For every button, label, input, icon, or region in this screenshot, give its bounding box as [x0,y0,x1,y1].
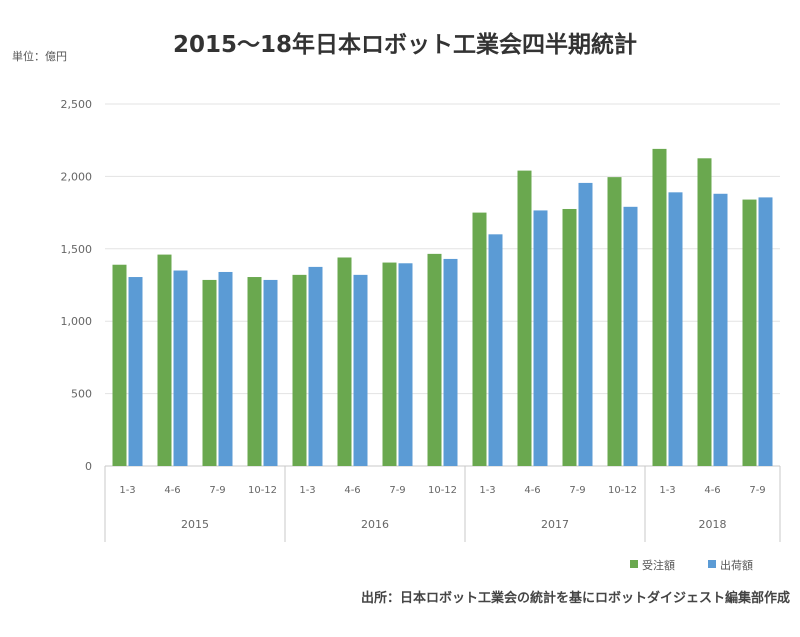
x-group-label: 2018 [699,518,727,531]
bar-series-1 [607,177,622,466]
bar-series-2 [758,197,773,466]
legend: 受注額 出荷額 [630,558,753,572]
x-group-label: 2017 [541,518,569,531]
bar-series-1 [292,274,307,466]
bar-series-2 [398,263,413,466]
unit-label: 単位：億円 [12,49,67,63]
x-tick-label: 7-9 [569,485,585,496]
x-tick-label: 10-12 [608,485,637,496]
bar-series-2 [353,274,368,466]
bar-series-1 [382,262,397,466]
x-tick-label: 1-3 [659,485,675,496]
legend-label: 受注額 [642,558,675,572]
x-tick-label: 10-12 [428,485,457,496]
y-tick-label: 1,000 [61,315,93,328]
legend-label: 出荷額 [720,558,753,572]
x-tick-label: 1-3 [479,485,495,496]
bar-series-1 [157,254,172,466]
bar-series-1 [472,212,487,466]
x-tick-label: 4-6 [344,485,360,496]
bars [112,148,773,467]
y-tick-label: 500 [71,388,92,401]
chart-title: 2015〜18年日本ロボット工業会四半期統計 [173,31,637,58]
bar-series-1 [247,277,262,466]
bar-series-2 [218,271,233,466]
bar-series-2 [533,210,548,466]
x-tick-label: 4-6 [704,485,720,496]
x-axis: 1-3 4-6 7-9 10-12 1-3 4-6 7-9 10-12 1-3 4-6 7-9 10-… [104,466,781,542]
y-tick-label: 0 [85,460,92,473]
bar-series-1 [517,170,532,466]
bar-series-2 [263,279,278,466]
bar-series-2 [308,266,323,466]
x-tick-label: 7-9 [209,485,225,496]
y-tick-label: 1,500 [61,243,93,256]
x-tick-label: 7-9 [389,485,405,496]
x-tick-label: 10-12 [248,485,277,496]
bar-series-2 [173,270,188,466]
bar-series-2 [488,234,503,466]
bar-series-1 [652,148,667,466]
bar-series-2 [623,206,638,467]
bar-series-2 [578,182,593,466]
x-tick-label: 4-6 [164,485,180,496]
bar-series-1 [562,208,577,467]
x-tick-label: 1-3 [119,485,135,496]
bar-series-2 [713,193,728,466]
x-group-label: 2015 [181,518,209,531]
x-tick-label: 4-6 [524,485,540,496]
bar-series-1 [742,199,757,466]
source-note: 出所：日本ロボット工業会の統計を基にロボットダイジェスト編集部作成 [361,590,790,606]
bar-series-1 [697,158,712,467]
y-tick-label: 2,000 [61,170,93,183]
bar-series-1 [427,253,442,466]
y-axis: 0 500 1,000 1,500 2,000 2,500 [61,98,93,473]
y-tick-label: 2,500 [61,98,93,111]
legend-swatch [630,560,638,568]
x-tick-label: 1-3 [299,485,315,496]
bar-series-2 [128,277,143,466]
bar-series-2 [443,258,458,466]
bar-series-1 [112,264,127,466]
bar-series-1 [202,279,217,466]
legend-swatch [708,560,716,568]
gridlines [105,103,780,467]
bar-series-2 [668,192,683,466]
x-tick-label: 7-9 [749,485,765,496]
x-group-label: 2016 [361,518,389,531]
bar-series-1 [337,257,352,466]
